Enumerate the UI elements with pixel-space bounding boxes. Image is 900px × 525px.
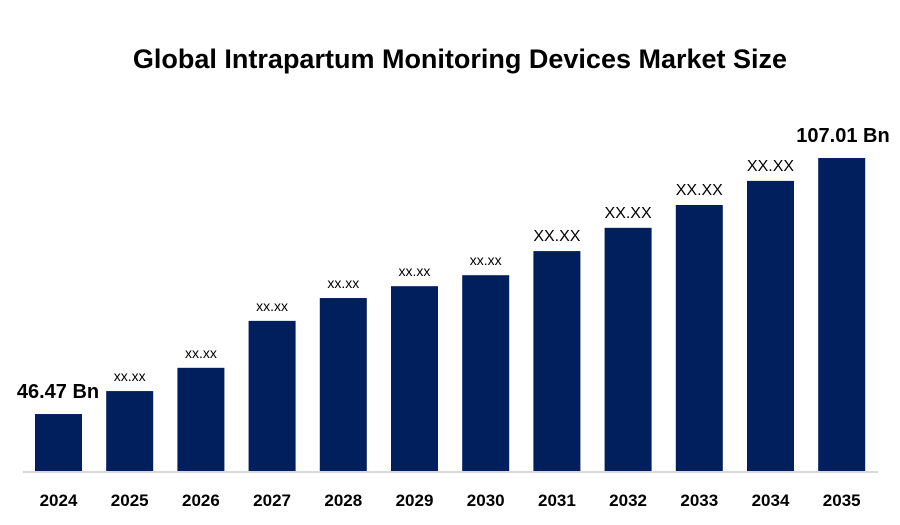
x-tick-label: 2030 — [467, 491, 505, 510]
x-tick-label: 2027 — [253, 491, 291, 510]
data-label: xx.xx — [327, 275, 359, 291]
x-tick-label: 2032 — [609, 491, 647, 510]
x-tick-label: 2033 — [680, 491, 718, 510]
x-tick-label: 2025 — [111, 491, 149, 510]
bar-2035 — [818, 158, 866, 471]
x-tick-label: 2028 — [324, 491, 362, 510]
bar-2033 — [675, 204, 723, 471]
data-label: XX.XX — [676, 182, 723, 199]
bar-2025 — [106, 391, 154, 471]
bar-2034 — [747, 180, 794, 471]
data-label: xx.xx — [399, 263, 431, 279]
chart-title: Global Intrapartum Monitoring Devices Ma… — [132, 44, 788, 74]
x-tick-label: 2031 — [538, 491, 576, 510]
data-label: 46.47 Bn — [17, 381, 99, 403]
x-tick-label: 2034 — [752, 491, 790, 510]
bar-2028 — [319, 298, 367, 471]
x-tick-label: 2029 — [396, 491, 434, 510]
data-label: XX.XX — [605, 205, 652, 222]
data-label: xx.xx — [256, 298, 288, 314]
data-label: xx.xx — [114, 368, 146, 384]
bar-2024 — [35, 414, 82, 471]
x-tick-label: 2035 — [823, 491, 861, 510]
bar-2027 — [248, 320, 296, 471]
data-label: xx.xx — [185, 345, 217, 361]
x-tick-label: 2026 — [182, 491, 220, 510]
data-label: xx.xx — [470, 252, 502, 268]
bar-2030 — [462, 275, 510, 471]
data-label: 107.01 Bn — [796, 125, 889, 147]
bar-2026 — [177, 367, 225, 471]
bar-2031 — [533, 251, 581, 471]
data-label: XX.XX — [747, 158, 794, 175]
bar-2029 — [391, 286, 438, 471]
bar-2032 — [604, 227, 652, 471]
x-tick-label: 2024 — [40, 491, 78, 510]
data-label: XX.XX — [533, 228, 580, 245]
